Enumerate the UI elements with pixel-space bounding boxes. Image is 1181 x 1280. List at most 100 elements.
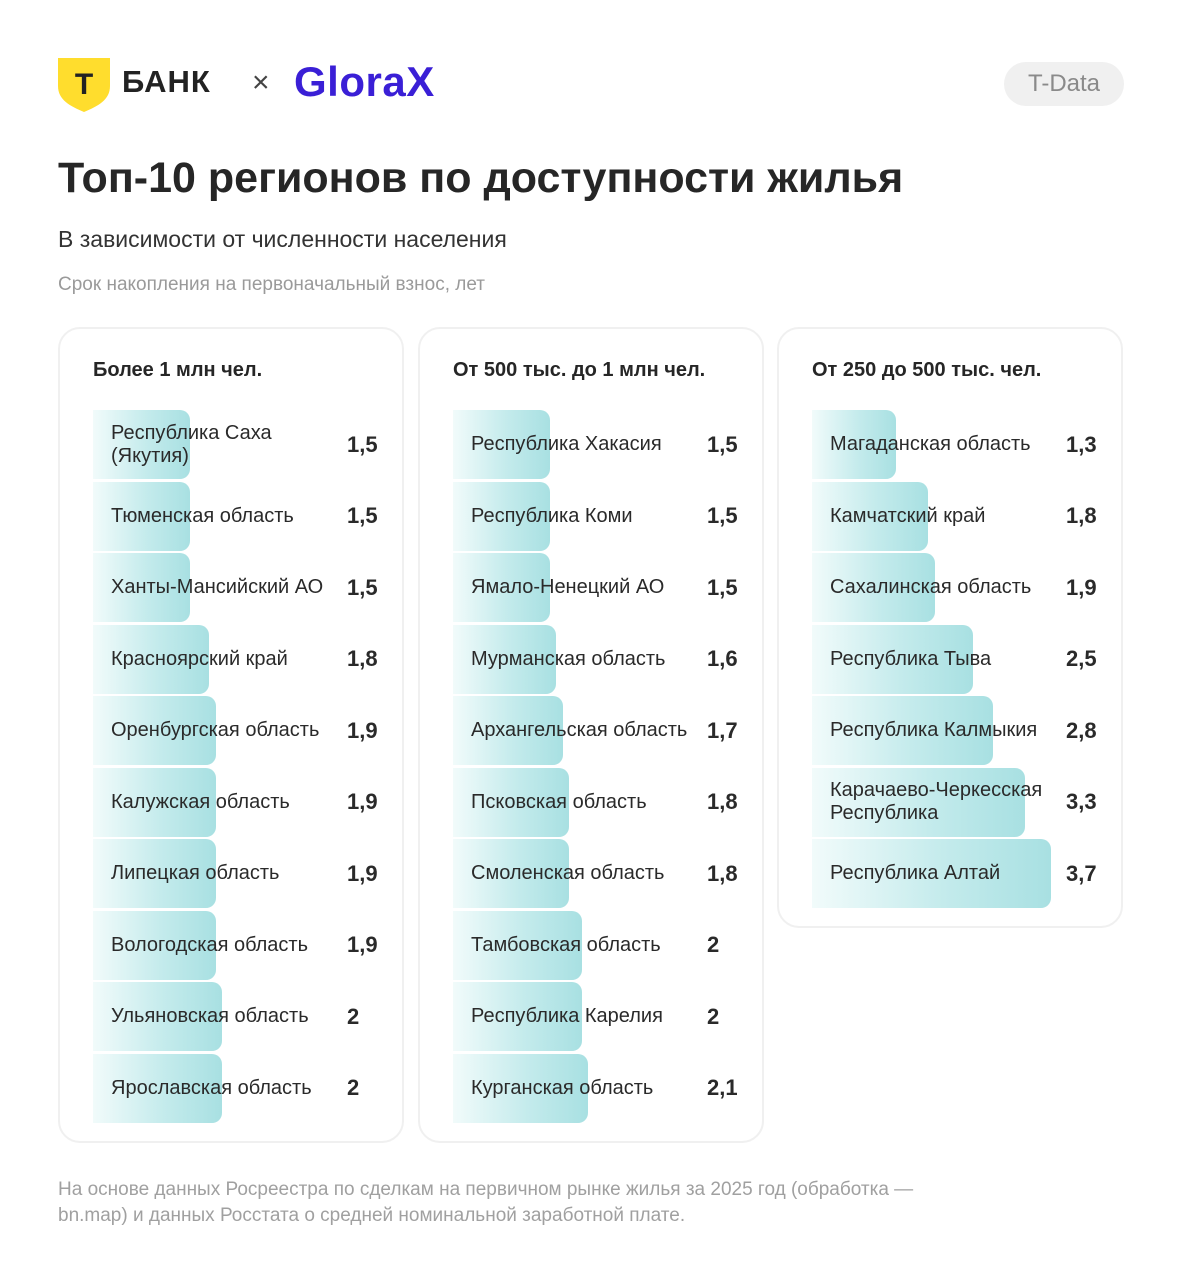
- chart-bar: [812, 767, 1025, 837]
- chart-row: Ярославская область 2: [93, 1053, 383, 1125]
- page-title: Топ-10 регионов по доступности жилья: [58, 154, 904, 202]
- chart-row: Камчатский край 1,8: [812, 481, 1102, 553]
- bar-label: Калужская область: [111, 790, 290, 813]
- bar-label: Липецкая область: [111, 862, 280, 885]
- chart-bar: [453, 767, 569, 837]
- chart-row: Ямало-Ненецкий АО 1,5: [453, 552, 743, 624]
- tbank-shield-icon: Т: [58, 58, 110, 112]
- bar-list: Республика Саха (Якутия) 1,5 Тюменская обл…: [93, 409, 383, 1124]
- chart-bar: [93, 982, 222, 1051]
- bar-label: Камчатский край: [830, 504, 986, 527]
- bar-label: Оренбургская область: [111, 719, 320, 742]
- tbank-logo-letter: Т: [75, 68, 93, 101]
- bar-label: Тамбовская область: [471, 933, 661, 956]
- bar-label: Ханты-Мансийский АО: [111, 576, 324, 599]
- bar-value: 1,5: [707, 574, 738, 600]
- chart-row: Курганская область 2,1: [453, 1053, 743, 1125]
- chart-row: Архангельская область 1,7: [453, 695, 743, 767]
- bar-value: 1,5: [347, 503, 378, 529]
- bar-label: Сахалинская область: [830, 576, 1032, 599]
- chart-bar: [93, 839, 216, 908]
- chart-panel-over-1m: Более 1 млн чел. Республика Саха (Якутия…: [58, 327, 404, 1143]
- chart-row: Калужская область 1,9: [93, 767, 383, 839]
- bar-value: 1,9: [1066, 574, 1097, 600]
- chart-bar: [453, 839, 569, 908]
- chart-row: Магаданская область 1,3: [812, 409, 1102, 481]
- chart-bar: [812, 481, 928, 551]
- bar-value: 1,8: [347, 646, 378, 672]
- chart-bar: [93, 410, 190, 479]
- bar-label: Республика Саха (Якутия): [111, 421, 272, 467]
- chart-bar: [453, 481, 550, 551]
- chart-row: Тамбовская область 2: [453, 910, 743, 982]
- bar-list: Республика Хакасия 1,5 Республика Коми 1,5 Я…: [453, 409, 743, 1124]
- chart-bar: [812, 839, 1051, 908]
- footnote: На основе данных Росреестра по сделкам н…: [58, 1179, 914, 1226]
- bar-label: Республика Коми: [471, 504, 633, 527]
- bar-label: Республика Калмыкия: [830, 719, 1038, 742]
- bar-label: Республика Хакасия: [471, 433, 662, 456]
- chart-row: Республика Алтай 3,7: [812, 838, 1102, 910]
- chart-bar: [93, 910, 216, 980]
- bar-label: Республика Тыва: [830, 647, 992, 670]
- chart-row: Республика Калмыкия 2,8: [812, 695, 1102, 767]
- panel-title: От 500 тыс. до 1 млн чел.: [453, 359, 706, 381]
- bar-label: Ярославская область: [111, 1076, 312, 1099]
- bar-value: 1,8: [1066, 503, 1097, 529]
- bar-value: 1,6: [707, 646, 738, 672]
- bar-label: Республика Карелия: [471, 1005, 663, 1028]
- panel-title: Более 1 млн чел.: [93, 359, 263, 381]
- chart-row: Республика Саха (Якутия) 1,5: [93, 409, 383, 481]
- bar-value: 1,8: [707, 860, 738, 886]
- chart-bar: [93, 1053, 222, 1123]
- bar-value: 1,3: [1066, 431, 1097, 457]
- bar-value: 1,5: [707, 503, 738, 529]
- bar-label: Вологодская область: [111, 933, 309, 956]
- chart-panel-500k-1m: От 500 тыс. до 1 млн чел. Республика Хак…: [418, 327, 764, 1143]
- header: Т БАНК × GloraX T-Data: [58, 56, 1124, 112]
- chart-bar: [453, 982, 582, 1051]
- chart-bar: [93, 767, 216, 837]
- bar-value: 1,9: [347, 717, 378, 743]
- bar-value: 3,7: [1066, 860, 1097, 886]
- chart-bar: [453, 553, 550, 622]
- chart-bar: [93, 553, 190, 622]
- page-subtitle: В зависимости от численности населения: [58, 226, 507, 252]
- bar-value: 1,5: [347, 574, 378, 600]
- chart-bar: [812, 696, 993, 765]
- bar-value: 2,8: [1066, 717, 1097, 743]
- chart-row: Ульяновская область 2: [93, 981, 383, 1053]
- bar-value: 2: [707, 932, 720, 958]
- chart-bar: [93, 624, 209, 694]
- chart-bar: [93, 481, 190, 551]
- bar-label: Мурманская область: [471, 647, 666, 670]
- bar-list: Магаданская область 1,3 Камчатский край 1,8…: [812, 409, 1102, 910]
- brand-bank: БАНК: [122, 64, 211, 99]
- chart-bar: [812, 624, 973, 694]
- bar-label: Архангельская область: [471, 719, 688, 742]
- chart-row: Псковская область 1,8: [453, 767, 743, 839]
- chart-row: Оренбургская область 1,9: [93, 695, 383, 767]
- brand-separator: ×: [252, 66, 270, 99]
- bar-label: Республика Алтай: [830, 862, 1001, 885]
- chart-bar: [453, 696, 563, 765]
- chart-bar: [453, 910, 582, 980]
- bar-label: Псковская область: [471, 790, 647, 813]
- chart-row: Смоленская область 1,8: [453, 838, 743, 910]
- chart-row: Мурманская область 1,6: [453, 624, 743, 696]
- bar-value: 1,8: [707, 789, 738, 815]
- bar-value: 2: [707, 1003, 720, 1029]
- bar-value: 1,9: [347, 932, 378, 958]
- bar-label: Смоленская область: [471, 862, 665, 885]
- bar-value: 2: [347, 1075, 360, 1101]
- bar-value: 2,1: [707, 1075, 738, 1101]
- bar-value: 1,7: [707, 717, 738, 743]
- bar-label: Ульяновская область: [111, 1005, 309, 1028]
- bar-value: 3,3: [1066, 789, 1097, 815]
- chart-bar: [93, 696, 216, 765]
- bar-label: Магаданская область: [830, 433, 1031, 456]
- chart-bar: [812, 410, 896, 479]
- chart-bar: [812, 553, 935, 622]
- bar-label: Карачаево-Черкесская Республика: [830, 779, 1043, 825]
- brand-glorax: GloraX: [294, 58, 435, 105]
